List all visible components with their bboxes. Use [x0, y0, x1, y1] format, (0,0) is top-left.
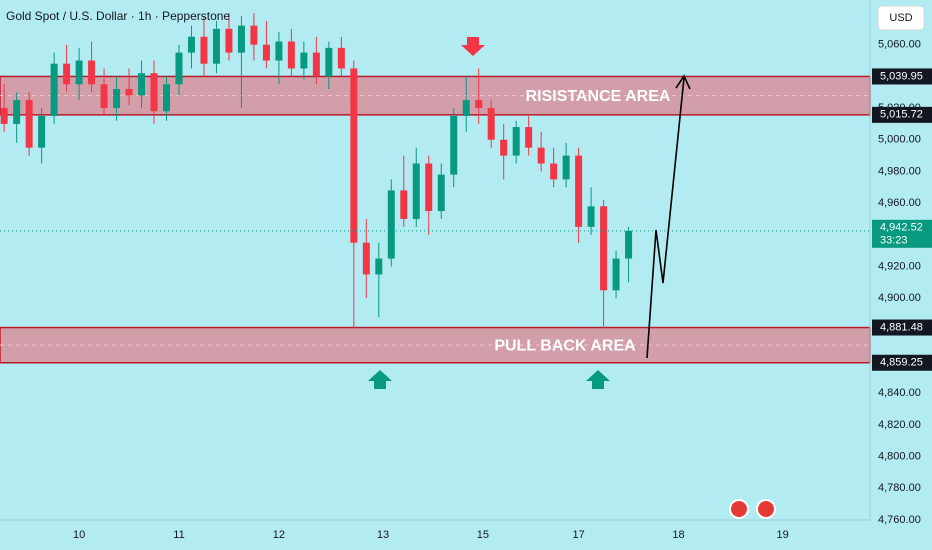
candle-body — [437, 174, 445, 212]
candle-body — [350, 68, 358, 243]
candle-body — [200, 36, 208, 64]
candle-body — [50, 63, 58, 116]
candle-body — [138, 73, 146, 96]
candle-body — [462, 100, 470, 116]
current-price-tag — [872, 219, 932, 248]
x-tick-label: 13 — [377, 529, 389, 541]
x-tick-label: 15 — [477, 529, 489, 541]
candle-body — [300, 52, 308, 69]
y-tick-label: 4,820.00 — [878, 419, 921, 431]
candle-body — [512, 127, 520, 156]
candle-body — [425, 163, 433, 212]
candle-body — [187, 36, 195, 53]
candle-body — [100, 84, 108, 109]
candle-body — [450, 115, 458, 175]
y-tick-label: 5,000.00 — [878, 134, 921, 146]
candle-body — [150, 73, 158, 112]
candle-body — [63, 63, 71, 85]
y-tick-label: 4,780.00 — [878, 482, 921, 494]
y-tick-label: 4,800.00 — [878, 451, 921, 463]
y-tick-label: 4,920.00 — [878, 260, 921, 272]
currency-button[interactable] — [877, 5, 925, 31]
candle-body — [0, 108, 8, 124]
price-tag-label: 5,015.72 — [880, 109, 923, 121]
zone-label: PULL BACK AREA — [494, 337, 636, 354]
candle-body — [125, 89, 133, 96]
up-arrow — [586, 370, 610, 389]
candle-body — [225, 28, 233, 53]
candle-body — [525, 127, 533, 148]
y-tick-label: 4,980.00 — [878, 165, 921, 177]
event-icon[interactable] — [756, 499, 776, 519]
candle-body — [38, 115, 46, 148]
candle-body — [13, 100, 21, 124]
candle-body — [237, 25, 245, 53]
candle-body — [262, 44, 270, 61]
down-arrow — [461, 37, 485, 56]
y-tick-label: 4,900.00 — [878, 292, 921, 304]
candle-body — [212, 28, 220, 64]
candle-body — [625, 230, 633, 259]
y-tick-label: 4,760.00 — [878, 514, 921, 526]
candle-body — [475, 100, 483, 109]
candle-body — [250, 25, 258, 45]
event-icon[interactable] — [729, 499, 749, 519]
candle-body — [537, 147, 545, 164]
x-tick-label: 12 — [273, 529, 285, 541]
y-tick-label: 4,960.00 — [878, 197, 921, 209]
candle-body — [412, 163, 420, 219]
candle-body — [325, 47, 333, 77]
x-tick-label: 10 — [73, 529, 85, 541]
x-tick-label: 17 — [572, 529, 584, 541]
price-tag — [872, 319, 932, 336]
candle-body — [312, 52, 320, 77]
candle-body — [500, 139, 508, 156]
candle-body — [550, 163, 558, 180]
currency[interactable]: USD — [889, 12, 912, 24]
price-tag — [872, 354, 932, 371]
candle-body — [600, 206, 608, 291]
candle-body — [575, 155, 583, 227]
price-tag-label: 4,859.25 — [880, 357, 923, 369]
candle-body — [275, 41, 283, 61]
candle-body — [75, 60, 83, 85]
candle-body — [25, 100, 33, 148]
candle-body — [587, 206, 595, 227]
projection-arrowhead — [675, 74, 691, 90]
current-price-label: 4,942.52 — [880, 222, 923, 234]
up-arrow — [368, 370, 392, 389]
candle-body — [337, 47, 345, 69]
y-tick-label: 4,840.00 — [878, 387, 921, 399]
candle-body — [562, 155, 570, 180]
price-tag-label: 5,039.95 — [880, 70, 923, 82]
x-tick-label: 19 — [776, 529, 788, 541]
candle-body — [362, 242, 370, 275]
candle-body — [88, 60, 96, 85]
x-tick-label: 18 — [672, 529, 684, 541]
candle-body — [487, 108, 495, 140]
candle-body — [287, 41, 295, 69]
price-tag-label: 4,881.48 — [880, 321, 923, 333]
chart-title: Gold Spot / U.S. Dollar · 1h · Peppersto… — [6, 9, 230, 23]
candle-body — [612, 258, 620, 291]
candle-body — [113, 89, 121, 109]
candle-body — [400, 190, 408, 219]
projection-path — [646, 77, 685, 359]
price-tag — [872, 68, 932, 85]
y-tick-label: 5,060.00 — [878, 39, 921, 51]
candle-body — [175, 52, 183, 85]
x-tick-label: 11 — [173, 529, 184, 541]
price-tag — [872, 106, 932, 123]
countdown: 33:23 — [880, 235, 908, 247]
candle-body — [375, 258, 383, 275]
zone-label: RISISTANCE AREA — [526, 88, 671, 105]
candle-body — [387, 190, 395, 259]
candle-body — [163, 84, 171, 112]
plot-area — [0, 13, 871, 364]
